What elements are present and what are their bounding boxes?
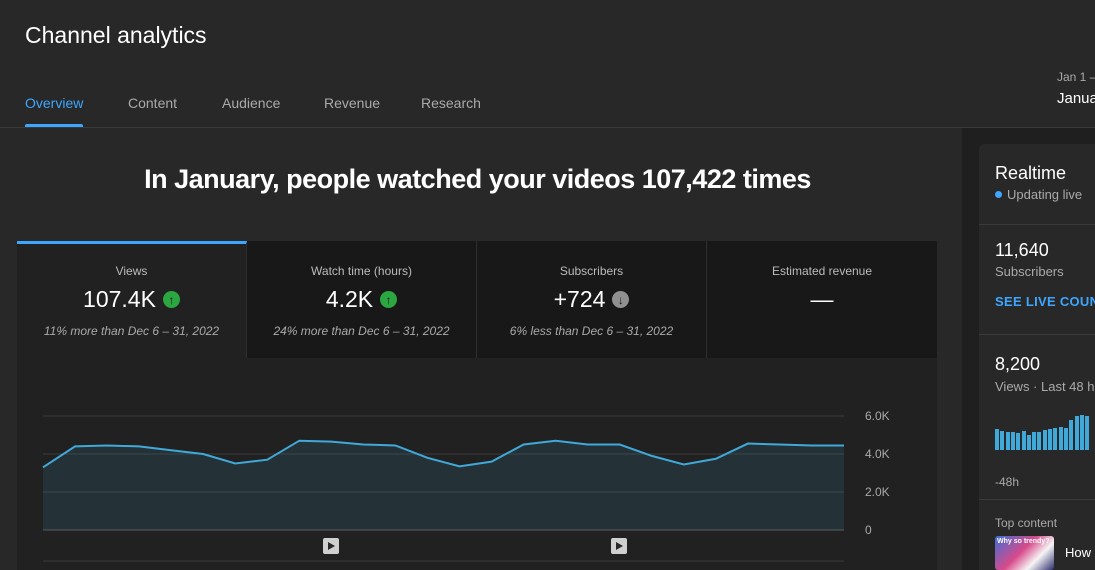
chart-y-tick-label: 0 <box>865 523 872 537</box>
metric-value-text: +724 <box>553 286 606 312</box>
tab-content[interactable]: Content <box>128 95 178 111</box>
realtime-subscribers-value: 11,640 <box>995 240 1049 260</box>
views-chart-svg: 6.0K 4.0K 2.0K 0 <box>42 409 890 562</box>
realtime-bar <box>1063 428 1068 450</box>
metric-label: Estimated revenue <box>771 264 873 278</box>
metric-label: Subscribers <box>559 264 624 278</box>
metric-value-text: 107.4K <box>83 286 156 312</box>
realtime-axis-start: -48h <box>995 475 1020 489</box>
divider <box>979 499 1095 500</box>
realtime-bar <box>1037 432 1042 450</box>
summary-headline: In January, people watched your videos 1… <box>144 164 811 194</box>
top-video-title[interactable]: How <box>1065 545 1092 560</box>
realtime-views-label: Views · Last 48 h <box>995 379 1095 394</box>
tab-overview[interactable]: Overview <box>25 95 84 127</box>
realtime-bar <box>1079 414 1084 450</box>
realtime-bar <box>1032 432 1037 450</box>
metric-comparison: 24% more than Dec 6 – 31, 2022 <box>273 324 450 338</box>
metric-value-text: — <box>810 286 834 312</box>
metric-value: — <box>707 286 937 313</box>
metric-label: Views <box>115 264 148 278</box>
realtime-bar <box>1021 431 1026 450</box>
chart-y-tick-label: 2.0K <box>865 485 890 499</box>
metric-value: +724 ↓ <box>477 286 706 313</box>
realtime-bar <box>1010 432 1015 450</box>
chart-y-tick-label: 6.0K <box>865 409 890 423</box>
realtime-bar <box>1085 415 1090 450</box>
date-range-selector[interactable]: Jan 1 – Janua <box>1057 70 1095 107</box>
realtime-bar <box>995 429 999 450</box>
metric-value-text: 4.2K <box>325 286 374 312</box>
chart-y-tick-label: 4.0K <box>865 447 890 461</box>
realtime-bar <box>1026 434 1031 450</box>
metric-subscribers[interactable]: Subscribers +724 ↓ 6% less than Dec 6 – … <box>477 241 707 358</box>
arrow-up-icon: ↑ <box>380 291 398 308</box>
realtime-bar <box>1000 431 1005 450</box>
realtime-bar <box>1058 427 1063 450</box>
realtime-subscribers-label: Subscribers <box>995 264 1064 279</box>
thumbnail-text: Why so trendy? <box>997 538 1050 545</box>
tab-research[interactable]: Research <box>421 95 481 111</box>
metric-watch-time[interactable]: Watch time (hours) 4.2K ↑ 24% more than … <box>247 241 477 358</box>
live-label: Updating live <box>1007 187 1083 202</box>
metric-views[interactable]: Views 107.4K ↑ 11% more than Dec 6 – 31,… <box>17 241 247 358</box>
date-range-short: Jan 1 – <box>1057 70 1095 84</box>
video-published-marker-icon[interactable] <box>323 538 339 554</box>
realtime-bar <box>1016 432 1021 450</box>
video-thumbnail[interactable]: Why so trendy? <box>995 536 1054 570</box>
realtime-bar-chart <box>995 414 1095 450</box>
chart-series-line <box>42 439 844 469</box>
metric-value: 4.2K ↑ <box>247 286 476 313</box>
date-range-label: Janua <box>1057 90 1095 107</box>
realtime-panel: Realtime Updating live 11,640 Subscriber… <box>962 128 1095 570</box>
metric-comparison: 11% more than Dec 6 – 31, 2022 <box>43 324 220 338</box>
realtime-bar <box>1005 432 1010 450</box>
realtime-card: Realtime Updating live 11,640 Subscriber… <box>979 144 1095 570</box>
analytics-tabs: Overview Content Audience Revenue Resear… <box>0 78 1095 128</box>
realtime-bar <box>1069 419 1074 450</box>
top-content-label: Top content <box>995 516 1058 530</box>
realtime-views-value: 8,200 <box>995 354 1041 374</box>
realtime-title: Realtime <box>995 163 1067 183</box>
metric-label: Watch time (hours) <box>311 264 412 278</box>
video-published-marker-icon[interactable] <box>611 538 627 554</box>
see-live-count-link[interactable]: SEE LIVE COUN <box>995 294 1095 309</box>
arrow-up-icon: ↑ <box>162 291 180 308</box>
overview-card: Views 107.4K ↑ 11% more than Dec 6 – 31,… <box>17 241 937 570</box>
realtime-bar <box>1053 428 1058 450</box>
divider <box>979 224 1095 225</box>
metric-value: 107.4K ↑ <box>17 286 246 313</box>
realtime-bar <box>1048 429 1052 450</box>
metric-estimated-revenue[interactable]: Estimated revenue — <box>707 241 937 358</box>
realtime-bar <box>1074 415 1079 450</box>
realtime-live-status: Updating live <box>995 187 1082 202</box>
divider <box>979 334 1095 335</box>
views-chart: 6.0K 4.0K 2.0K 0 <box>17 358 937 570</box>
arrow-down-icon: ↓ <box>612 291 630 308</box>
tab-revenue[interactable]: Revenue <box>324 95 381 111</box>
realtime-bar <box>1042 430 1047 450</box>
page-title: Channel analytics <box>25 22 207 48</box>
tab-audience[interactable]: Audience <box>222 95 281 111</box>
metric-comparison: 6% less than Dec 6 – 31, 2022 <box>509 324 674 338</box>
metric-tabs: Views 107.4K ↑ 11% more than Dec 6 – 31,… <box>17 241 937 358</box>
live-dot-icon <box>995 191 1002 198</box>
